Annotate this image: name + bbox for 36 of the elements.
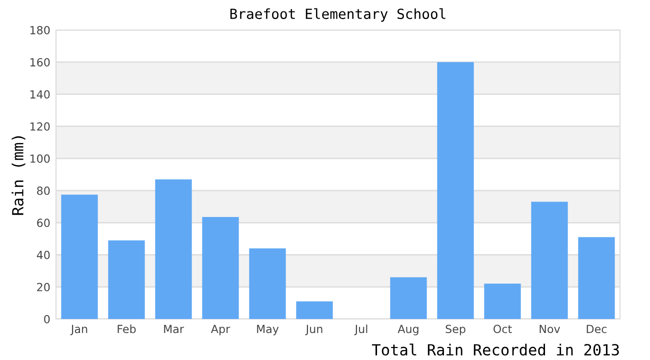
x-tick-label: Jul <box>354 324 368 336</box>
bar <box>531 202 568 319</box>
y-tick-label: 0 <box>44 314 50 324</box>
bar <box>155 179 192 319</box>
y-tick-label: 160 <box>30 58 50 66</box>
y-axis-title: Rain (mm) <box>12 136 26 215</box>
bar <box>296 301 333 319</box>
bar <box>578 237 615 319</box>
y-tick-label: 40 <box>36 250 50 260</box>
y-tick-label: 20 <box>37 282 50 292</box>
x-tick-label: May <box>257 324 279 336</box>
bar <box>484 284 521 319</box>
bar <box>202 217 239 319</box>
y-tick-label: 180 <box>30 26 50 34</box>
x-tick-label: Jan <box>70 324 88 336</box>
y-tick-label: 60 <box>37 218 50 228</box>
y-tick-label: 140 <box>30 90 50 99</box>
bar <box>390 277 427 319</box>
x-tick-label: Apr <box>210 324 230 336</box>
x-tick-label: Mar <box>164 324 184 334</box>
x-tick-label: Dec <box>586 324 607 334</box>
bar <box>61 194 98 319</box>
x-tick-label: Sep <box>446 324 466 336</box>
bar <box>437 62 474 319</box>
y-tick-label: 80 <box>37 186 50 195</box>
bar <box>249 248 286 319</box>
chart-title: Braefoot Elementary School <box>230 8 446 22</box>
y-tick-label: 100 <box>30 154 50 163</box>
x-tick-label: Aug <box>398 324 418 336</box>
x-tick-label: Nov <box>540 324 560 334</box>
y-tick-label: 120 <box>30 122 50 131</box>
x-axis-title: Total Rain Recorded in 2013 <box>372 344 619 356</box>
bar <box>108 240 145 319</box>
x-tick-label: Jun <box>305 324 322 336</box>
x-tick-label: Feb <box>118 324 136 334</box>
x-tick-label: Oct <box>494 324 512 334</box>
